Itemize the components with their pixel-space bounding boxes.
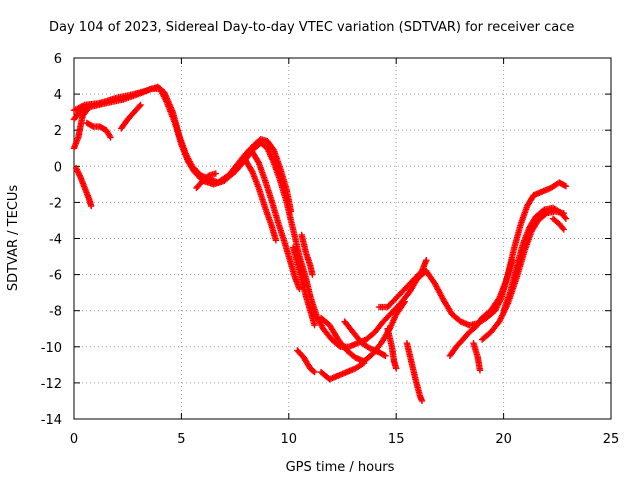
x-tick-label: 0 xyxy=(70,432,78,447)
x-tick-label: 20 xyxy=(495,432,512,447)
series-track-23 xyxy=(193,170,219,192)
data-point xyxy=(311,368,318,376)
data-point xyxy=(423,256,430,264)
series-track-18 xyxy=(549,215,567,233)
data-point xyxy=(82,108,90,115)
data-point xyxy=(382,352,389,360)
y-tick-label: -2 xyxy=(49,196,62,211)
series-track-20 xyxy=(83,119,114,141)
data-point xyxy=(287,208,295,215)
data-point xyxy=(311,321,318,329)
x-tick-labels: 0 5 10 15 20 25 xyxy=(70,432,619,447)
data-point xyxy=(562,182,570,190)
series-track-12 xyxy=(403,339,426,405)
data-point xyxy=(310,367,317,375)
data-point xyxy=(476,367,484,374)
data-point xyxy=(254,158,262,165)
y-tick-label: -12 xyxy=(41,377,62,392)
data-point xyxy=(137,101,144,109)
series-track-22 xyxy=(118,101,144,132)
data-point xyxy=(212,170,219,177)
series-track-2 xyxy=(70,83,295,215)
series-track-6 xyxy=(289,244,318,329)
data-point xyxy=(272,237,280,244)
data-point xyxy=(83,107,91,114)
y-tick-label: -14 xyxy=(41,413,62,428)
x-tick-label: 25 xyxy=(603,432,620,447)
y-tick-label: -4 xyxy=(49,233,62,248)
y-tick-label: 0 xyxy=(54,160,62,175)
axis-ticks xyxy=(73,57,612,420)
chart-title: Day 104 of 2023, Sidereal Day-to-day VTE… xyxy=(49,20,574,35)
data-point xyxy=(393,365,400,372)
data-point xyxy=(508,256,516,264)
data-point xyxy=(87,202,95,210)
y-axis-label: SDTVAR / TECUs xyxy=(6,185,21,292)
y-tick-label: 4 xyxy=(54,88,62,103)
series-track-1 xyxy=(70,85,570,350)
data-point xyxy=(380,351,388,359)
series-track-16 xyxy=(478,208,567,343)
y-tick-label: -8 xyxy=(49,305,62,320)
x-tick-label: 15 xyxy=(388,432,405,447)
data-points xyxy=(70,83,570,405)
series-track-3 xyxy=(242,157,280,244)
series-track-5 xyxy=(298,231,316,278)
data-point xyxy=(560,226,567,233)
series-track-17 xyxy=(500,204,570,314)
data-point xyxy=(539,207,547,214)
y-tick-label: 6 xyxy=(54,52,62,67)
series-track-19 xyxy=(72,164,95,210)
series-track-10 xyxy=(341,318,389,360)
x-tick-label: 10 xyxy=(281,432,298,447)
series-track-15 xyxy=(470,339,484,374)
series-track-14 xyxy=(446,256,516,360)
data-point xyxy=(418,397,426,405)
series-track-4 xyxy=(249,148,303,293)
data-point xyxy=(88,122,96,130)
data-point xyxy=(559,224,566,232)
series-track-11 xyxy=(375,256,430,311)
data-point xyxy=(542,211,549,218)
y-tick-label: -6 xyxy=(49,269,62,284)
data-point xyxy=(562,215,570,222)
data-point xyxy=(107,134,114,141)
y-tick-label: -10 xyxy=(41,341,62,356)
data-point xyxy=(561,214,569,221)
series-track-8 xyxy=(317,359,368,383)
x-axis-label: GPS time / hours xyxy=(286,460,395,475)
data-point xyxy=(400,299,408,307)
y-tick-labels: 6 4 2 0 -2 -4 -6 -8 -10 -12 -14 xyxy=(41,52,62,428)
series-track-21 xyxy=(70,107,91,152)
series-track-13 xyxy=(384,325,400,372)
data-point xyxy=(136,102,143,110)
data-point xyxy=(401,298,408,305)
y-tick-label: 2 xyxy=(54,124,62,139)
x-tick-label: 5 xyxy=(177,432,185,447)
data-point xyxy=(561,182,568,189)
series-track-7 xyxy=(294,347,318,376)
data-point xyxy=(309,271,316,278)
